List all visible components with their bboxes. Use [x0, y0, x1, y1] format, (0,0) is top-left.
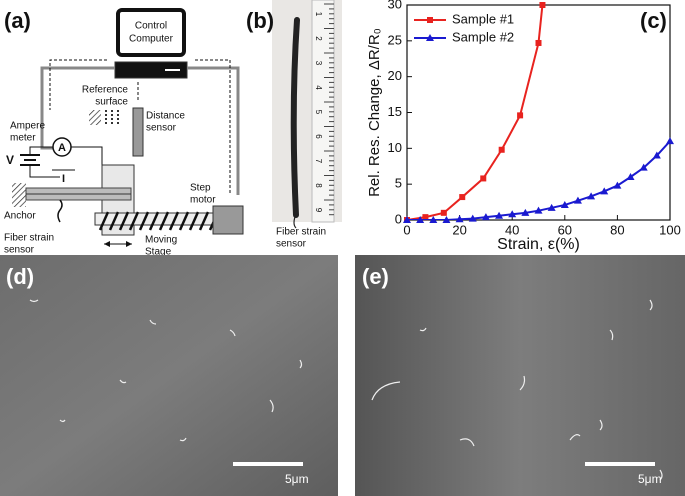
marker [468, 214, 477, 222]
diagram-label: Ampere [10, 121, 45, 132]
diagram-label: Control [135, 21, 167, 32]
panel-label: (e) [362, 264, 389, 289]
y-axis-label: Rel. Res. Change, ΔR/R₀ [366, 28, 383, 197]
ruler [311, 0, 335, 223]
diagram-label: A [58, 142, 66, 154]
marker [495, 211, 504, 219]
sem-image [355, 255, 685, 496]
scale-bar [585, 462, 655, 466]
scale-bar [233, 462, 303, 466]
marker [587, 192, 596, 200]
setup-diagram [12, 8, 244, 247]
diagram-label: V [6, 153, 14, 167]
fiber [290, 17, 300, 218]
photo-caption: Fiber strain [276, 227, 326, 238]
diagram-label: meter [10, 133, 36, 144]
diagram-label: Stage [145, 247, 172, 258]
legend-label: Sample #1 [452, 11, 514, 26]
marker [521, 208, 530, 216]
marker [652, 151, 661, 159]
y-tick-label: 20 [388, 68, 402, 83]
marker [416, 216, 425, 223]
panel-label: (d) [6, 264, 34, 289]
diagram-label: motor [190, 195, 216, 206]
marker [534, 206, 543, 214]
ruler-number: 2 [314, 36, 323, 41]
marker [535, 39, 542, 46]
legend-marker [427, 17, 433, 23]
diagram-label: Distance [146, 111, 185, 122]
legend-label: Sample #2 [452, 29, 514, 44]
y-tick-label: 30 [388, 0, 402, 11]
ruler-number: 4 [314, 85, 323, 90]
diagram-label: I [62, 173, 65, 185]
marker [626, 173, 635, 180]
photo-caption: sensor [276, 239, 307, 250]
panel-label: (a) [4, 8, 31, 33]
y-tick-label: 15 [388, 104, 402, 119]
y-tick-label: 5 [395, 176, 402, 191]
marker [422, 214, 429, 221]
diagram-label: Reference [82, 85, 129, 96]
diagram-label: sensor [146, 123, 177, 134]
marker [442, 216, 451, 223]
diagram-label: Moving [145, 235, 177, 246]
marker [666, 137, 674, 145]
marker [403, 216, 411, 223]
ruler-number: 5 [314, 110, 323, 115]
chart: 0 20 40 60 80 100 0 5 10 15 20 25 30 Strain, ε(%) Rel.… [366, 0, 681, 253]
marker [600, 187, 609, 195]
ruler-number: 6 [314, 134, 323, 139]
x-tick-label: 60 [558, 222, 572, 237]
legend-marker [426, 34, 434, 41]
ruler-number: 8 [314, 183, 323, 188]
x-tick-label: 40 [505, 222, 519, 237]
x-tick-label: 0 [403, 222, 410, 237]
marker [480, 175, 487, 182]
diagram-label: sensor [4, 245, 35, 256]
diagram-label: Computer [129, 34, 174, 45]
y-tick-label: 25 [388, 32, 402, 47]
diagram-label: Fiber strain [4, 233, 54, 244]
ruler-ticks: 1 2 3 4 5 6 7 8 9 [314, 3, 334, 216]
marker [429, 216, 438, 223]
marker [498, 146, 505, 153]
ruler-number: 7 [314, 159, 323, 164]
pointer [293, 213, 297, 229]
scale-label: 5μm [285, 472, 309, 486]
scale-label: 5μm [638, 472, 662, 486]
ruler-number: 1 [314, 12, 323, 17]
y-tick-label: 0 [395, 211, 402, 226]
sem-image [0, 255, 338, 496]
ruler-number: 3 [314, 61, 323, 66]
sem-features [29, 299, 663, 481]
marker [455, 215, 464, 223]
marker [573, 196, 582, 204]
marker [517, 112, 524, 119]
marker [539, 2, 546, 8]
marker [508, 210, 517, 218]
panel-label: (b) [246, 8, 274, 33]
diagram-label: Step [190, 183, 211, 194]
marker [459, 194, 466, 201]
x-tick-label: 20 [452, 222, 466, 237]
x-tick-label: 80 [610, 222, 624, 237]
panel-label: (c) [640, 8, 667, 33]
ruler-number: 9 [314, 208, 323, 213]
diagram-label: Anchor [4, 211, 36, 222]
marker [481, 213, 490, 221]
marker [639, 163, 648, 171]
marker [440, 209, 447, 216]
y-tick-label: 10 [388, 140, 402, 155]
x-tick-label: 100 [659, 222, 681, 237]
x-axis-label: Strain, ε(%) [497, 236, 580, 253]
marker [613, 181, 622, 189]
marker [560, 200, 569, 208]
marker [547, 203, 556, 211]
diagram-label: surface [95, 97, 128, 108]
